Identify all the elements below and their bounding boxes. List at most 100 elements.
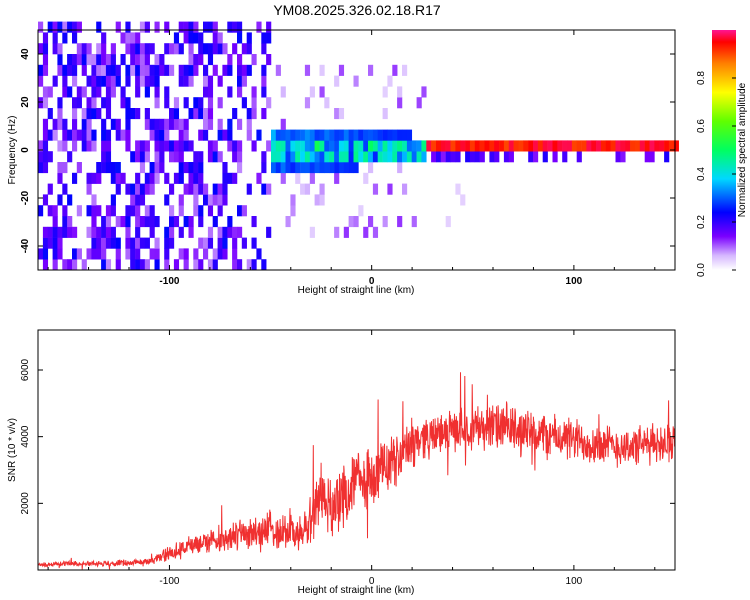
spectrogram-cell — [139, 216, 146, 228]
spectrogram-cell — [615, 140, 621, 152]
spectrogram-cell — [135, 259, 141, 271]
spectrogram-cell — [164, 43, 170, 55]
spectrogram-cell — [304, 64, 311, 76]
spectrogram-cell — [542, 140, 548, 152]
spectrogram-cell — [387, 140, 393, 152]
colorbar-ticks: 0.0 0.2 0.4 0.6 0.8 — [696, 71, 736, 277]
spectrogram-cell — [571, 140, 578, 152]
spectrogram-cell — [334, 75, 340, 87]
spectrogram-cell — [125, 237, 131, 249]
spectrogram-cell — [368, 162, 374, 174]
spectrogram-cell — [135, 108, 141, 120]
spectrogram-cell — [72, 108, 78, 120]
spectrogram-cell — [47, 21, 53, 33]
spectrogram-cell — [232, 21, 238, 33]
x-tick-label: 0 — [369, 276, 375, 287]
spectrogram-cell — [338, 140, 345, 152]
spectrogram-cell — [207, 118, 214, 130]
spectrogram-cell — [183, 129, 189, 141]
spectrogram-cell — [38, 43, 44, 55]
spectrogram-cell — [178, 194, 184, 206]
snr-background — [38, 330, 675, 570]
spectrogram-cell — [173, 140, 180, 152]
spectrogram-cell — [96, 172, 102, 184]
spectrogram-cell — [62, 259, 68, 271]
spectrogram-cell — [149, 75, 155, 87]
spectrogram-cell — [173, 108, 180, 120]
spectrogram-cell — [96, 162, 102, 174]
spectrogram-cell — [198, 216, 204, 228]
spectrogram-cell — [406, 151, 413, 163]
spectrogram-cell — [154, 172, 160, 184]
spectrogram-cell — [203, 64, 209, 76]
spectrogram-cell — [101, 75, 107, 87]
spectrogram-cell — [416, 151, 422, 163]
spectrogram-cell — [96, 248, 102, 260]
spectrogram-cell — [275, 140, 281, 152]
spectrogram-cell — [416, 97, 422, 109]
spectrogram-cell — [402, 151, 408, 163]
spectrogram-cell — [105, 205, 112, 217]
spectrogram-cell — [173, 216, 180, 228]
spectrogram-cell — [222, 248, 228, 260]
spectrogram-cell — [67, 226, 73, 238]
spectrogram-cell — [86, 108, 92, 120]
spectrogram-cell — [125, 32, 131, 44]
spectrogram-cell — [120, 216, 126, 228]
spectrogram-cell — [154, 64, 160, 76]
spectrogram-cell — [295, 162, 301, 174]
spectrogram-cell — [183, 259, 189, 271]
spectrogram-cell — [319, 194, 325, 206]
spectrogram-cell — [57, 172, 63, 184]
spectrogram-cell — [304, 183, 311, 195]
spectrogram-cell — [217, 194, 223, 206]
spectrogram-cell — [363, 129, 369, 141]
spectrogram-cell — [135, 172, 141, 184]
spectrogram-cell — [47, 226, 53, 238]
spectrogram-cell — [246, 43, 252, 55]
spectrogram-cell — [222, 172, 228, 184]
spectrogram-cell — [52, 21, 58, 33]
spectrogram-cell — [203, 43, 209, 55]
spectrogram-cell — [86, 54, 92, 66]
spectrogram-cell — [52, 205, 58, 217]
spectrogram-cell — [38, 75, 44, 87]
spectrogram-cell — [52, 226, 58, 238]
spectrogram-cell — [246, 259, 252, 271]
spectrogram-cell — [164, 86, 170, 98]
spectrogram-cell — [431, 140, 437, 152]
spectrogram-cell — [96, 86, 102, 98]
spectrogram-cell — [154, 259, 160, 271]
spectrogram-cell — [101, 216, 107, 228]
spectrogram-cell — [232, 151, 238, 163]
spectrogram-cell — [47, 237, 53, 249]
spectrogram-cell — [86, 248, 92, 260]
y-tick-label: 40 — [20, 48, 31, 60]
spectrogram-cell — [173, 151, 180, 163]
spectrogram-cell — [266, 97, 272, 109]
spectrogram-cell — [62, 75, 68, 87]
spectrogram-cell — [329, 140, 335, 152]
spectrogram-cell — [101, 248, 107, 260]
spectrogram-cell — [271, 162, 277, 174]
spectrogram-cell — [86, 75, 92, 87]
spectrogram-cell — [198, 151, 204, 163]
spectrogram-cell — [105, 162, 112, 174]
spectrogram-cell — [135, 140, 141, 152]
spectrogram-cell — [81, 259, 87, 271]
spectrogram-cell — [91, 194, 97, 206]
spectrogram-cell — [440, 140, 446, 152]
spectrogram-cell — [232, 108, 238, 120]
x-tick-label: 0 — [369, 576, 375, 587]
spectrogram-cell — [237, 86, 243, 98]
spectrogram-cell — [649, 151, 655, 163]
spectrogram-cell — [81, 64, 87, 76]
spectrogram-cell — [309, 162, 315, 174]
colorbar-label: Normalized spectral amplitude — [737, 82, 748, 217]
spectrogram-cell — [266, 54, 272, 66]
spectrogram-cell — [115, 172, 121, 184]
spectrogram-cell — [198, 183, 204, 195]
spectrogram-cell — [42, 237, 49, 249]
spectrogram-cell — [203, 75, 209, 87]
spectrogram-cell — [445, 140, 451, 152]
